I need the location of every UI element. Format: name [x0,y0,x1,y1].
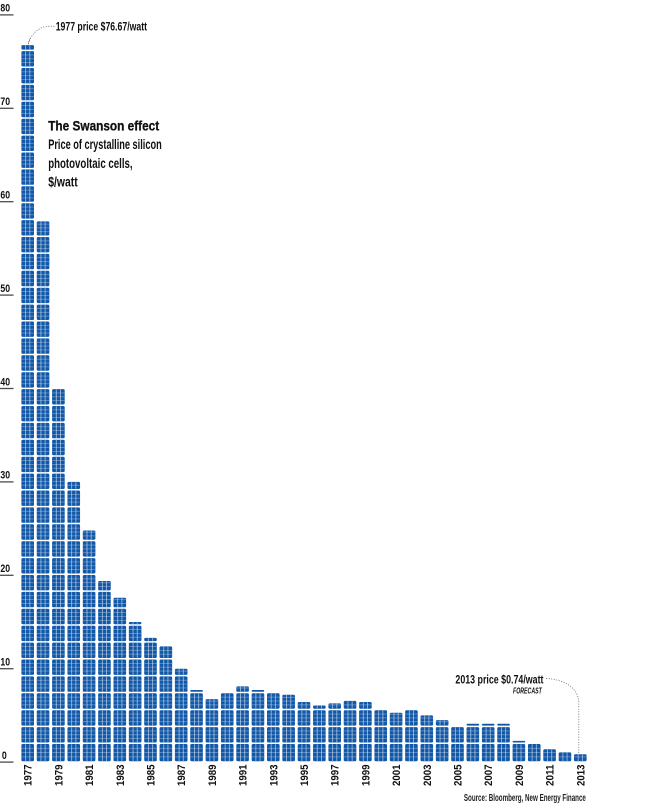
svg-text:1987: 1987 [176,765,188,787]
svg-text:2013: 2013 [575,765,587,787]
svg-text:1997: 1997 [330,765,342,787]
svg-text:0: 0 [2,750,7,762]
svg-text:The Swanson effect: The Swanson effect [48,119,159,135]
svg-text:1983: 1983 [115,765,127,787]
svg-text:1991: 1991 [238,765,250,787]
svg-text:1979: 1979 [53,765,65,787]
svg-text:photovoltaic cells,: photovoltaic cells, [48,155,132,171]
svg-text:1977: 1977 [23,765,35,787]
svg-text:Source: Bloomberg, New Energy: Source: Bloomberg, New Energy Finance [464,793,586,803]
svg-text:2011: 2011 [545,765,557,787]
svg-text:70: 70 [0,96,10,108]
svg-text:1995: 1995 [299,765,311,787]
svg-text:1977 price $76.67/watt: 1977 price $76.67/watt [56,19,147,33]
svg-text:20: 20 [0,563,10,575]
svg-text:$/watt: $/watt [48,174,78,190]
svg-text:1999: 1999 [360,765,372,787]
svg-text:80: 80 [0,3,10,15]
svg-text:1985: 1985 [146,765,158,787]
svg-text:60: 60 [0,190,10,202]
svg-text:50: 50 [0,283,10,295]
svg-text:2001: 2001 [391,765,403,787]
svg-text:2009: 2009 [514,765,526,787]
svg-text:2003: 2003 [422,765,434,787]
svg-text:2005: 2005 [453,765,465,787]
svg-text:1981: 1981 [84,765,96,787]
svg-text:30: 30 [0,470,10,482]
svg-text:FORECAST: FORECAST [513,686,542,696]
svg-text:1993: 1993 [268,765,280,787]
svg-text:2007: 2007 [483,765,495,787]
svg-text:40: 40 [0,376,10,388]
svg-text:10: 10 [0,657,10,669]
svg-text:1989: 1989 [207,765,219,787]
svg-text:Price of crystalline silicon: Price of crystalline silicon [48,136,162,152]
svg-text:2013 price $0.74/watt: 2013 price $0.74/watt [455,672,543,686]
